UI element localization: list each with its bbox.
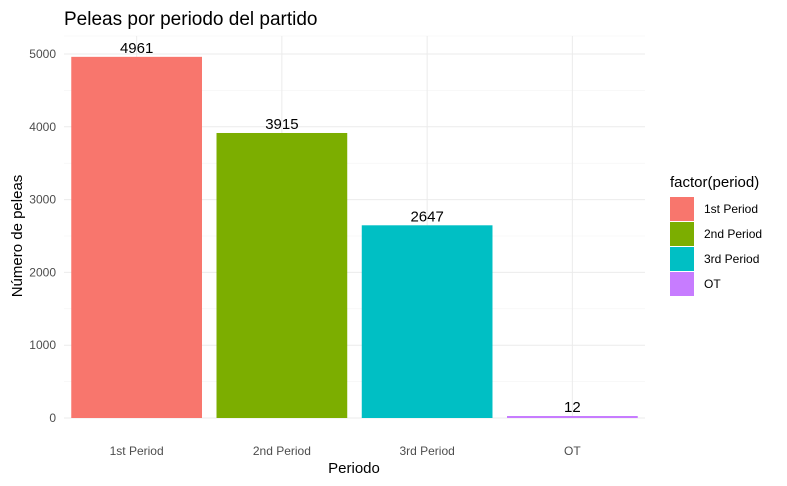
y-tick-label: 3000 — [29, 193, 56, 207]
bar-ot — [507, 416, 638, 418]
x-tick-label: 2nd Period — [253, 444, 311, 458]
y-axis-title: Número de peleas — [9, 175, 26, 298]
legend-label: 1st Period — [704, 202, 758, 216]
y-tick-label: 0 — [49, 411, 56, 425]
legend-swatch — [670, 197, 694, 221]
x-tick-label: 3rd Period — [399, 444, 454, 458]
data-label: 12 — [564, 399, 581, 416]
y-tick-label: 1000 — [29, 338, 56, 352]
y-axis-ticks: 0 1000 2000 3000 4000 5000 — [29, 47, 56, 425]
data-label: 2647 — [410, 208, 443, 225]
data-labels: 4961 3915 2647 12 — [120, 40, 581, 416]
legend-label: OT — [704, 277, 721, 291]
bar-3rd-period — [361, 225, 493, 418]
chart-title: Peleas por periodo del partido — [64, 9, 318, 30]
bars — [71, 56, 638, 418]
legend-label: 3rd Period — [704, 252, 759, 266]
x-axis-ticks: 1st Period 2nd Period 3rd Period OT — [110, 444, 582, 458]
bar-1st-period — [71, 56, 202, 418]
legend-swatch — [670, 272, 694, 296]
bar-2nd-period — [216, 132, 348, 418]
x-tick-label: 1st Period — [110, 444, 164, 458]
data-label: 4961 — [120, 40, 153, 57]
legend-title: factor(period) — [670, 174, 759, 191]
y-tick-label: 2000 — [29, 265, 56, 279]
data-label: 3915 — [265, 116, 298, 133]
legend-label: 2nd Period — [704, 227, 762, 241]
x-tick-label: OT — [564, 444, 581, 458]
legend-swatch — [670, 222, 694, 246]
y-tick-label: 5000 — [29, 47, 56, 61]
legend-swatch — [670, 247, 694, 271]
y-tick-label: 4000 — [29, 120, 56, 134]
x-axis-title: Periodo — [328, 460, 380, 477]
legend: factor(period) 1st Period 2nd Period 3rd P… — [670, 174, 762, 296]
